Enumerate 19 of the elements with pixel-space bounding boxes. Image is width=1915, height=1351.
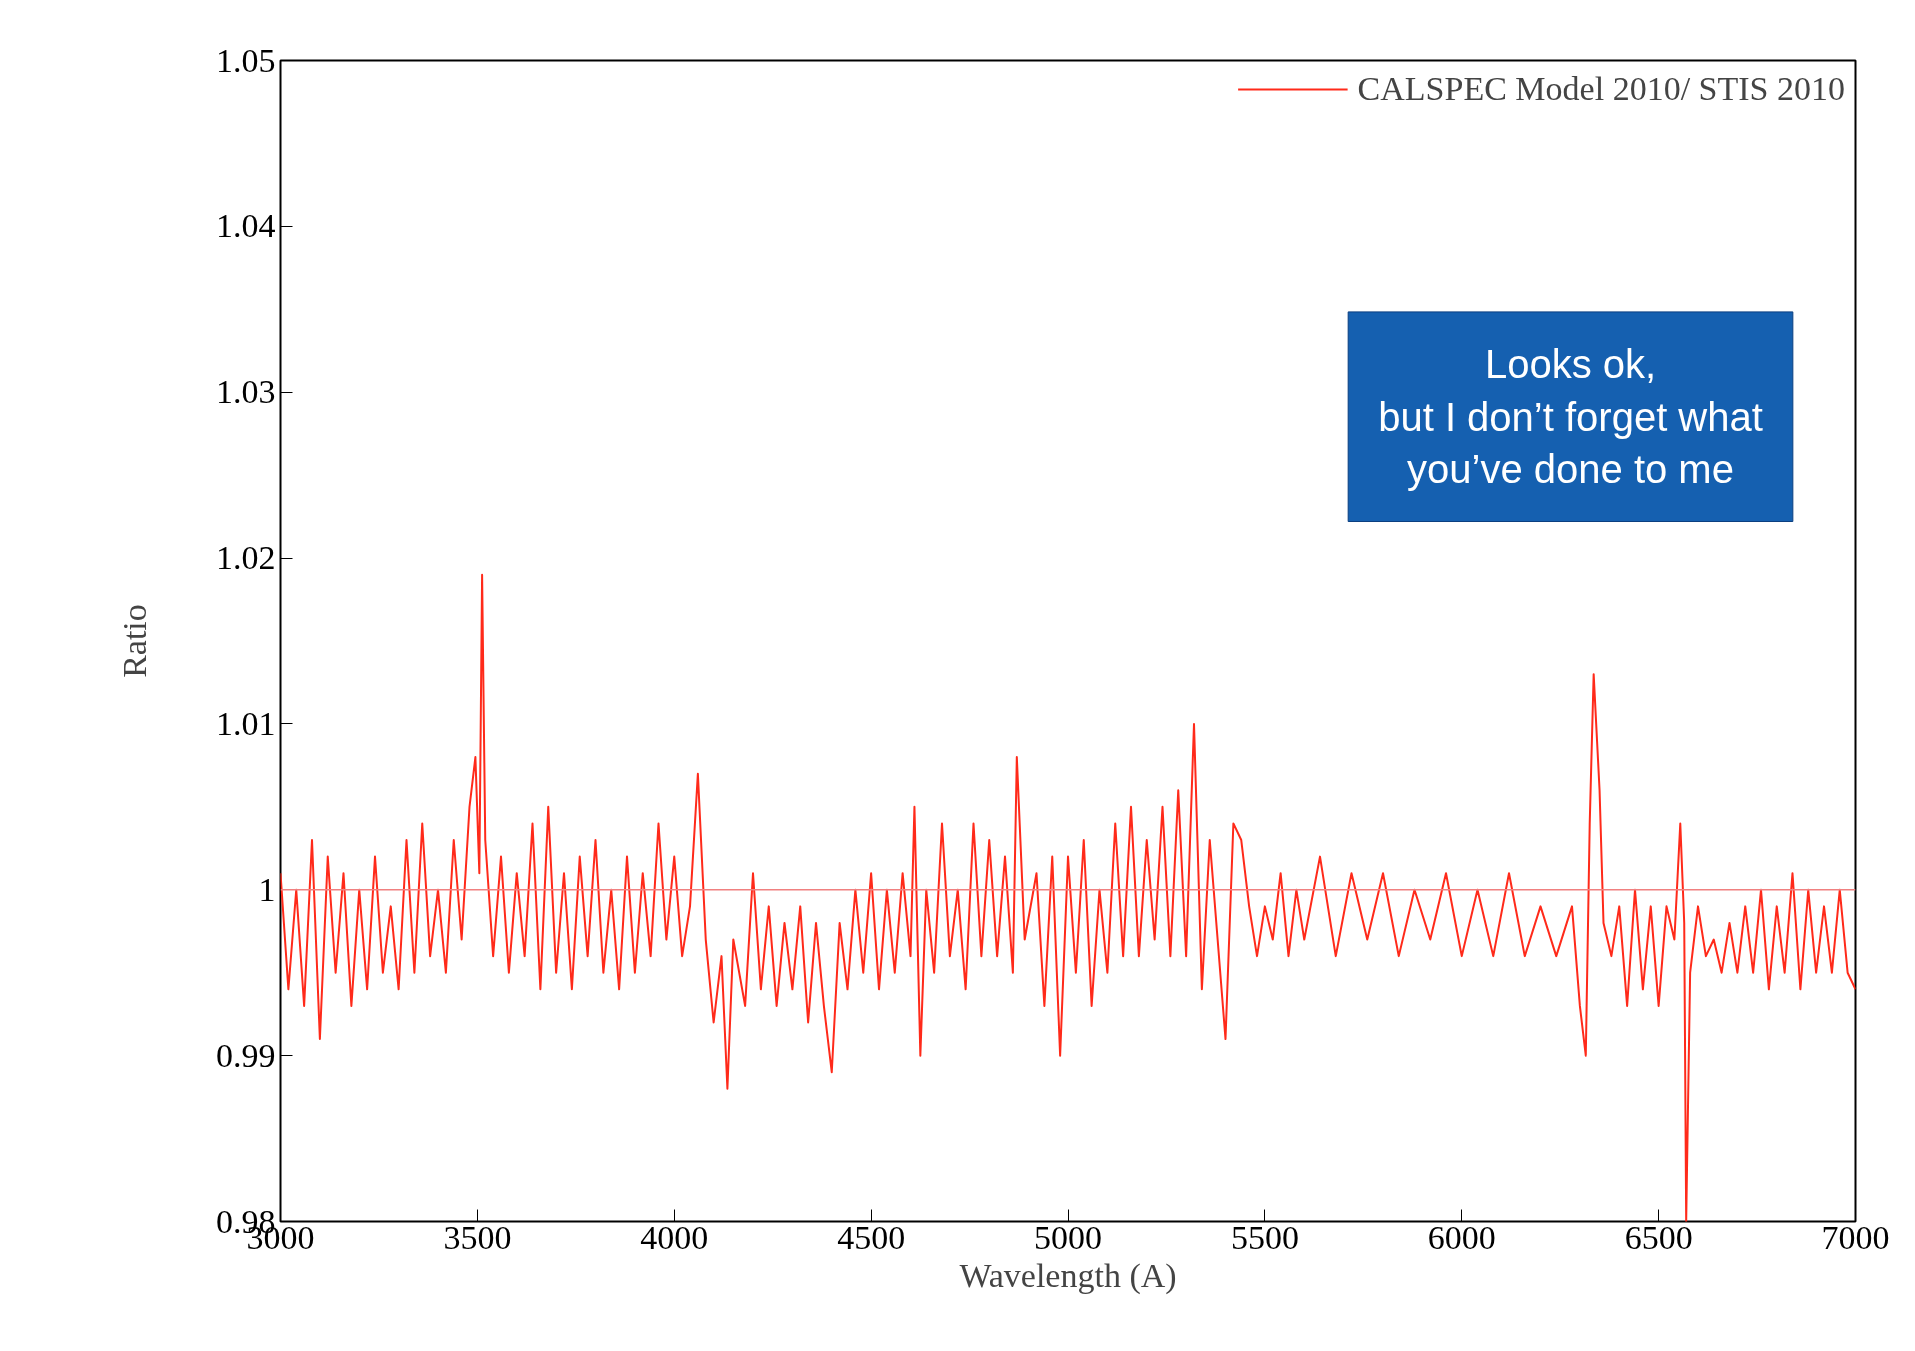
x-tick-label: 7000 — [1821, 1218, 1890, 1256]
y-tick-label: 0.99 — [216, 1036, 276, 1074]
x-axis-title: Wavelength (A) — [959, 1256, 1177, 1295]
x-tick-label: 6500 — [1624, 1218, 1693, 1256]
y-tick-label: 1.05 — [216, 41, 276, 79]
y-axis-title: Ratio — [116, 604, 153, 678]
x-tick-label: 4500 — [837, 1218, 906, 1256]
legend-label: CALSPEC Model 2010/ STIS 2010 — [1357, 70, 1845, 108]
x-tick-label: 3500 — [443, 1218, 512, 1256]
x-tick-label: 5000 — [1034, 1218, 1102, 1256]
y-tick-label: 1.03 — [216, 373, 276, 411]
x-tick-label: 4000 — [640, 1218, 709, 1256]
y-tick-label: 1 — [258, 870, 276, 908]
y-tick-label: 1.04 — [216, 207, 276, 245]
y-tick-label: 1.02 — [216, 539, 276, 577]
y-tick-label: 1.01 — [216, 704, 276, 742]
x-tick-label: 6000 — [1427, 1218, 1496, 1256]
x-tick-label: 5500 — [1230, 1218, 1299, 1256]
annotation: Looks ok, but I don’t forget what you’ve done to me — [1378, 341, 1763, 492]
